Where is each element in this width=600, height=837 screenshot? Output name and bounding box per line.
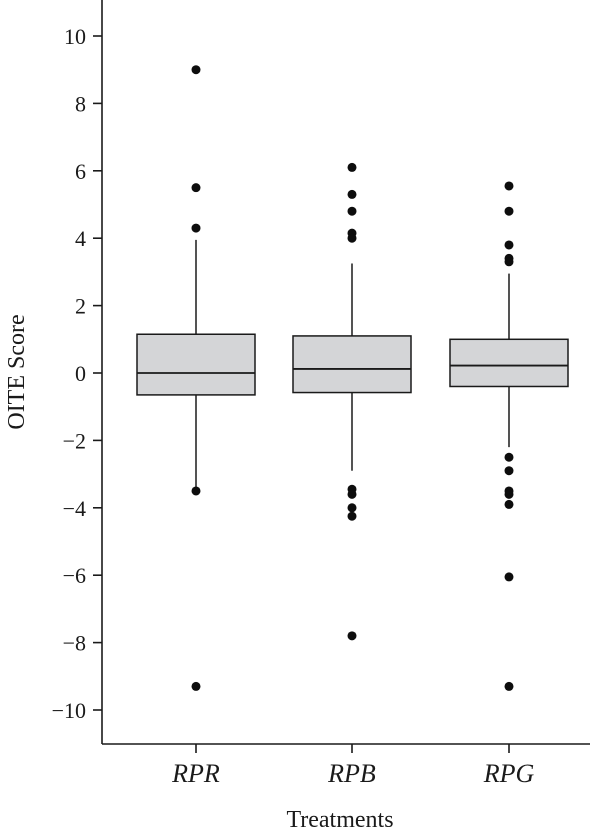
x-category-label: RPB	[327, 759, 376, 788]
plot-area	[136, 65, 569, 691]
outlier-point	[504, 257, 514, 267]
outlier-point	[504, 452, 514, 462]
y-tick-label: 8	[75, 91, 86, 116]
y-tick-label: −8	[63, 631, 86, 656]
y-tick-label: 10	[64, 24, 86, 49]
outlier-point	[504, 466, 514, 476]
outlier-point	[347, 162, 357, 172]
box-group-rpg	[449, 181, 569, 691]
y-tick-label: −6	[63, 563, 86, 588]
y-tick-label: 4	[75, 226, 86, 251]
outlier-point	[504, 181, 514, 191]
iqr-box	[136, 333, 256, 396]
outlier-point	[191, 183, 201, 193]
y-axis-title: OITE Score	[4, 314, 30, 429]
x-category-label: RPR	[171, 759, 220, 788]
outlier-point	[347, 233, 357, 243]
outlier-point	[504, 681, 514, 691]
box-group-rpb	[292, 162, 412, 641]
y-tick-label: 6	[75, 159, 86, 184]
y-tick-label: −2	[63, 428, 86, 453]
x-axis-title: Treatments	[286, 807, 393, 833]
outlier-point	[191, 65, 201, 75]
outlier-point	[191, 223, 201, 233]
outlier-point	[504, 206, 514, 216]
outlier-point	[347, 511, 357, 521]
x-category-label: RPG	[483, 759, 535, 788]
outlier-point	[191, 486, 201, 496]
y-tick-label: 2	[75, 294, 86, 319]
outlier-point	[347, 189, 357, 199]
y-tick-label: −4	[63, 496, 86, 521]
outlier-point	[504, 499, 514, 509]
outlier-point	[504, 572, 514, 582]
iqr-box	[449, 338, 569, 388]
outlier-point	[504, 489, 514, 499]
box-group-rpr	[136, 65, 256, 691]
outlier-point	[347, 206, 357, 216]
iqr-box	[292, 335, 412, 394]
y-ticks: 10 8 6 4 2 0 −2 −4 −6 −8 −10	[52, 24, 102, 723]
outlier-point	[504, 240, 514, 250]
x-category-labels: RPR RPB RPG	[171, 744, 534, 788]
outlier-point	[347, 489, 357, 499]
outlier-point	[347, 503, 357, 513]
outlier-point	[347, 631, 357, 641]
y-tick-label: −10	[52, 698, 86, 723]
y-tick-label: 0	[75, 361, 86, 386]
outlier-point	[191, 681, 201, 691]
